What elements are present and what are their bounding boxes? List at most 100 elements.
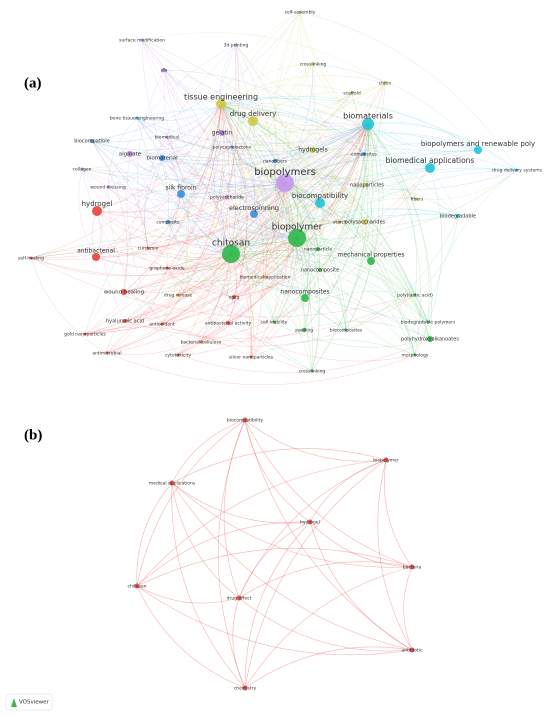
edge <box>91 140 286 188</box>
node-label: starch <box>333 220 347 226</box>
edge <box>91 11 301 142</box>
edge <box>30 182 286 260</box>
edge <box>312 63 479 151</box>
edge <box>303 153 365 331</box>
logo-icon <box>11 698 17 707</box>
edge <box>230 253 431 340</box>
edge <box>264 221 366 278</box>
edge <box>284 123 369 184</box>
edge <box>319 269 416 356</box>
edge <box>124 237 298 322</box>
edge <box>367 123 432 340</box>
edge <box>124 253 232 322</box>
edge <box>136 117 169 223</box>
edge <box>275 11 301 239</box>
edge <box>84 103 222 335</box>
node-label: cell viability <box>261 320 288 326</box>
node-label: alginate <box>119 152 142 158</box>
edge <box>286 63 314 239</box>
node-label: biomedical <box>155 135 180 141</box>
node-label: biocomposites <box>330 328 363 334</box>
edge <box>284 182 416 296</box>
edge <box>311 123 373 372</box>
edge <box>309 521 413 568</box>
edge <box>84 237 298 335</box>
edge <box>161 253 232 325</box>
node-label: hydrogel <box>82 200 113 208</box>
edge <box>161 323 305 342</box>
edge <box>284 152 518 184</box>
edge <box>200 182 286 343</box>
node-label: self-assembly <box>285 10 316 16</box>
edge <box>30 92 353 259</box>
edge <box>220 103 298 239</box>
node-label: biomaterial <box>146 156 178 162</box>
edge <box>367 123 418 200</box>
edge <box>296 169 518 240</box>
node <box>121 289 127 295</box>
edge <box>220 103 418 200</box>
edge <box>244 419 311 523</box>
node-label: silk fibroin <box>166 185 197 192</box>
node <box>426 320 430 324</box>
edge <box>91 123 369 161</box>
edge <box>250 182 290 358</box>
edge <box>177 103 225 296</box>
edge <box>171 482 246 689</box>
edge <box>171 482 311 524</box>
edge <box>227 182 286 324</box>
edge <box>213 132 232 255</box>
edge <box>377 459 413 651</box>
node <box>310 147 316 153</box>
edge <box>30 103 222 259</box>
edge <box>161 157 232 255</box>
edge <box>81 168 202 343</box>
edge <box>163 69 431 340</box>
edge <box>167 103 222 223</box>
edge <box>84 120 254 335</box>
edge <box>284 182 416 356</box>
edge <box>137 69 165 249</box>
node-label: polysaccharide <box>210 195 244 201</box>
edge <box>95 182 286 258</box>
edge <box>284 159 431 184</box>
edge <box>253 63 314 215</box>
edge <box>220 103 365 155</box>
node <box>199 340 203 344</box>
edge <box>238 521 311 599</box>
edge <box>296 149 479 239</box>
logo-text: VOSviewer <box>19 700 50 706</box>
panel-label: (b) <box>24 427 42 443</box>
node <box>160 322 164 326</box>
edge <box>227 63 314 324</box>
edge <box>296 208 459 239</box>
node <box>106 185 110 189</box>
logo-box <box>5 693 53 711</box>
edge <box>126 153 179 356</box>
edge <box>403 566 413 651</box>
edge <box>106 352 416 386</box>
edge <box>106 221 341 354</box>
edge <box>296 168 518 239</box>
edge <box>227 322 416 362</box>
edge <box>220 84 353 105</box>
edge <box>319 123 369 204</box>
node <box>311 62 315 66</box>
edge <box>252 120 298 239</box>
edge <box>296 237 347 331</box>
edge <box>96 103 222 212</box>
node-label: bone tissue engineering <box>110 116 164 122</box>
edge <box>123 193 182 293</box>
edge <box>339 92 360 223</box>
node-label: surface modification <box>119 38 165 44</box>
edge <box>167 160 276 223</box>
edge <box>161 157 298 239</box>
edge <box>123 123 369 293</box>
edge <box>284 178 459 217</box>
edge <box>123 182 286 293</box>
edge <box>161 156 321 204</box>
edge <box>220 103 247 324</box>
edge <box>106 182 286 354</box>
node-label: electrospinning <box>229 204 279 212</box>
node-label: gold nanoparticles <box>64 332 106 338</box>
